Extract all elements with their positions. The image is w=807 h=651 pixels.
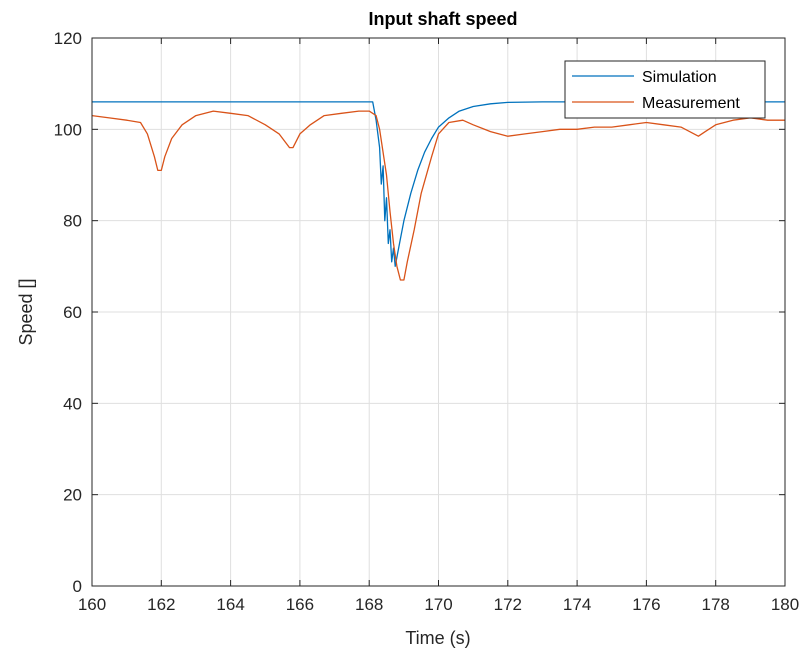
x-tick-label: 166	[286, 595, 314, 614]
y-tick-label: 0	[73, 577, 82, 596]
series-line-simulation	[92, 101, 785, 267]
x-tick-label: 172	[494, 595, 522, 614]
legend-label-measurement: Measurement	[642, 95, 740, 112]
legend: Simulation Measurement	[564, 60, 766, 119]
y-tick-label: 20	[63, 486, 82, 505]
chart-title: Input shaft speed	[368, 9, 517, 29]
legend-label-simulation: Simulation	[642, 69, 717, 86]
y-tick-label: 120	[54, 29, 82, 48]
x-tick-label: 164	[216, 595, 244, 614]
x-axis-label: Time (s)	[405, 628, 470, 648]
y-tick-label: 60	[63, 303, 82, 322]
y-tick-label: 80	[63, 212, 82, 231]
x-tick-label: 160	[78, 595, 106, 614]
tick-labels: 160 162 164 166 168 170 172 174 176 178 180 0 20 40 60…	[54, 29, 800, 614]
ticks	[91, 37, 786, 587]
x-tick-label: 170	[424, 595, 452, 614]
x-tick-label: 174	[563, 595, 591, 614]
x-tick-label: 176	[632, 595, 660, 614]
y-tick-label: 40	[63, 394, 82, 413]
x-tick-label: 168	[355, 595, 383, 614]
legend-box	[564, 60, 766, 119]
y-axis-label: Speed []	[16, 278, 36, 345]
x-tick-label: 162	[147, 595, 175, 614]
x-tick-label: 180	[771, 595, 799, 614]
y-tick-label: 100	[54, 120, 82, 139]
x-tick-label: 178	[702, 595, 730, 614]
series-group	[91, 101, 785, 281]
series-line-measurement	[91, 110, 785, 281]
